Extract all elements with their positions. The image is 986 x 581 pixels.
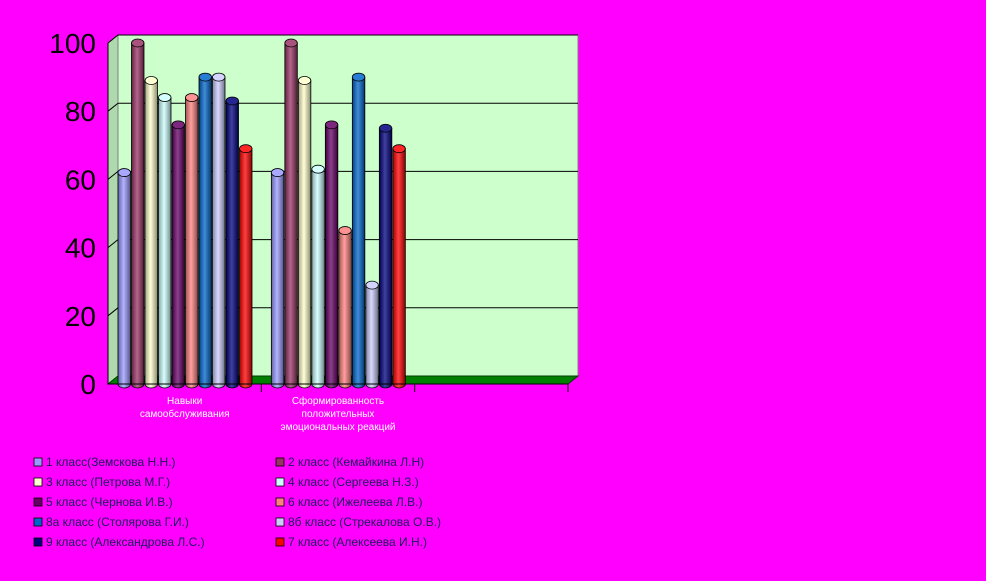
legend-label: 2 класс (Кемайкина Л.Н) <box>288 455 424 469</box>
legend-item: 2 класс (Кемайкина Л.Н) <box>275 455 424 469</box>
bar <box>198 72 212 389</box>
bar <box>239 144 253 389</box>
legend-label: 9 класс (Александрова Л.С.) <box>46 535 205 549</box>
y-tick-label: 40 <box>65 233 96 264</box>
bar <box>338 226 352 389</box>
legend-item: 5 класс (Чернова И.В.) <box>33 495 173 509</box>
bar <box>324 120 339 389</box>
x-category-label: самообслуживания <box>140 408 230 420</box>
y-tick-label: 0 <box>80 369 96 400</box>
y-tick-label: 60 <box>65 164 96 195</box>
legend-item: 9 класс (Александрова Л.С.) <box>33 535 205 549</box>
x-category-label: эмоциональных реакций <box>281 422 396 433</box>
bar <box>171 120 185 389</box>
bar <box>378 123 393 389</box>
x-category-label: Сформированность <box>292 395 384 407</box>
bar <box>225 96 239 389</box>
legend-item: 4 класс (Сергеева Н.З.) <box>275 475 419 489</box>
x-category-label: Навыки <box>167 396 202 407</box>
legend-swatch <box>33 497 43 507</box>
side-wall <box>107 33 119 386</box>
legend-item: 1 класс(Земскова Н.Н.) <box>33 455 176 469</box>
legend-label: 4 класс (Сергеева Н.З.) <box>288 475 419 489</box>
x-category-label: положительных <box>302 409 375 420</box>
legend-label: 7 класс (Алексеева И.Н.) <box>288 535 427 549</box>
y-tick-label: 80 <box>65 96 96 127</box>
bar <box>144 76 158 389</box>
bar <box>392 144 406 389</box>
bar <box>365 280 379 389</box>
y-tick-label: 100 <box>49 28 96 59</box>
legend-item: 3 класс (Петрова М.Г.) <box>33 475 170 489</box>
bar <box>351 72 366 389</box>
bar <box>158 93 172 389</box>
bar <box>270 168 285 389</box>
bar <box>131 38 145 389</box>
bar <box>284 38 298 389</box>
legend-item: 8а класс (Столярова Г.И.) <box>33 515 189 529</box>
legend-item: 6 класс (Ижелеева Л.В.) <box>275 495 422 509</box>
legend-swatch <box>275 517 285 527</box>
legend-swatch <box>33 477 43 487</box>
bar <box>311 164 325 389</box>
legend-swatch <box>33 457 43 467</box>
legend-item: 8б класс (Стрекалова О.В.) <box>275 515 441 529</box>
legend-swatch <box>275 477 285 487</box>
legend-label: 5 класс (Чернова И.В.) <box>46 495 173 509</box>
legend-swatch <box>275 457 285 467</box>
legend-label: 6 класс (Ижелеева Л.В.) <box>288 495 422 509</box>
bar <box>117 168 131 389</box>
legend-label: 1 класс(Земскова Н.Н.) <box>46 455 176 469</box>
legend-item: 7 класс (Алексеева И.Н.) <box>275 535 427 549</box>
legend-swatch <box>275 537 285 547</box>
bar <box>212 72 226 389</box>
y-tick-label: 20 <box>65 301 96 332</box>
legend-swatch <box>33 537 43 547</box>
legend: 1 класс(Земскова Н.Н.) 2 класс (Кемайкина… <box>33 455 441 549</box>
legend-swatch <box>275 497 285 507</box>
bar <box>185 93 199 389</box>
legend-swatch <box>33 517 43 527</box>
bar <box>297 76 312 389</box>
legend-label: 8а класс (Столярова Г.И.) <box>46 515 189 529</box>
legend-label: 8б класс (Стрекалова О.В.) <box>288 515 441 529</box>
gridline <box>107 102 578 112</box>
legend-label: 3 класс (Петрова М.Г.) <box>46 475 170 489</box>
gridline <box>107 34 578 44</box>
